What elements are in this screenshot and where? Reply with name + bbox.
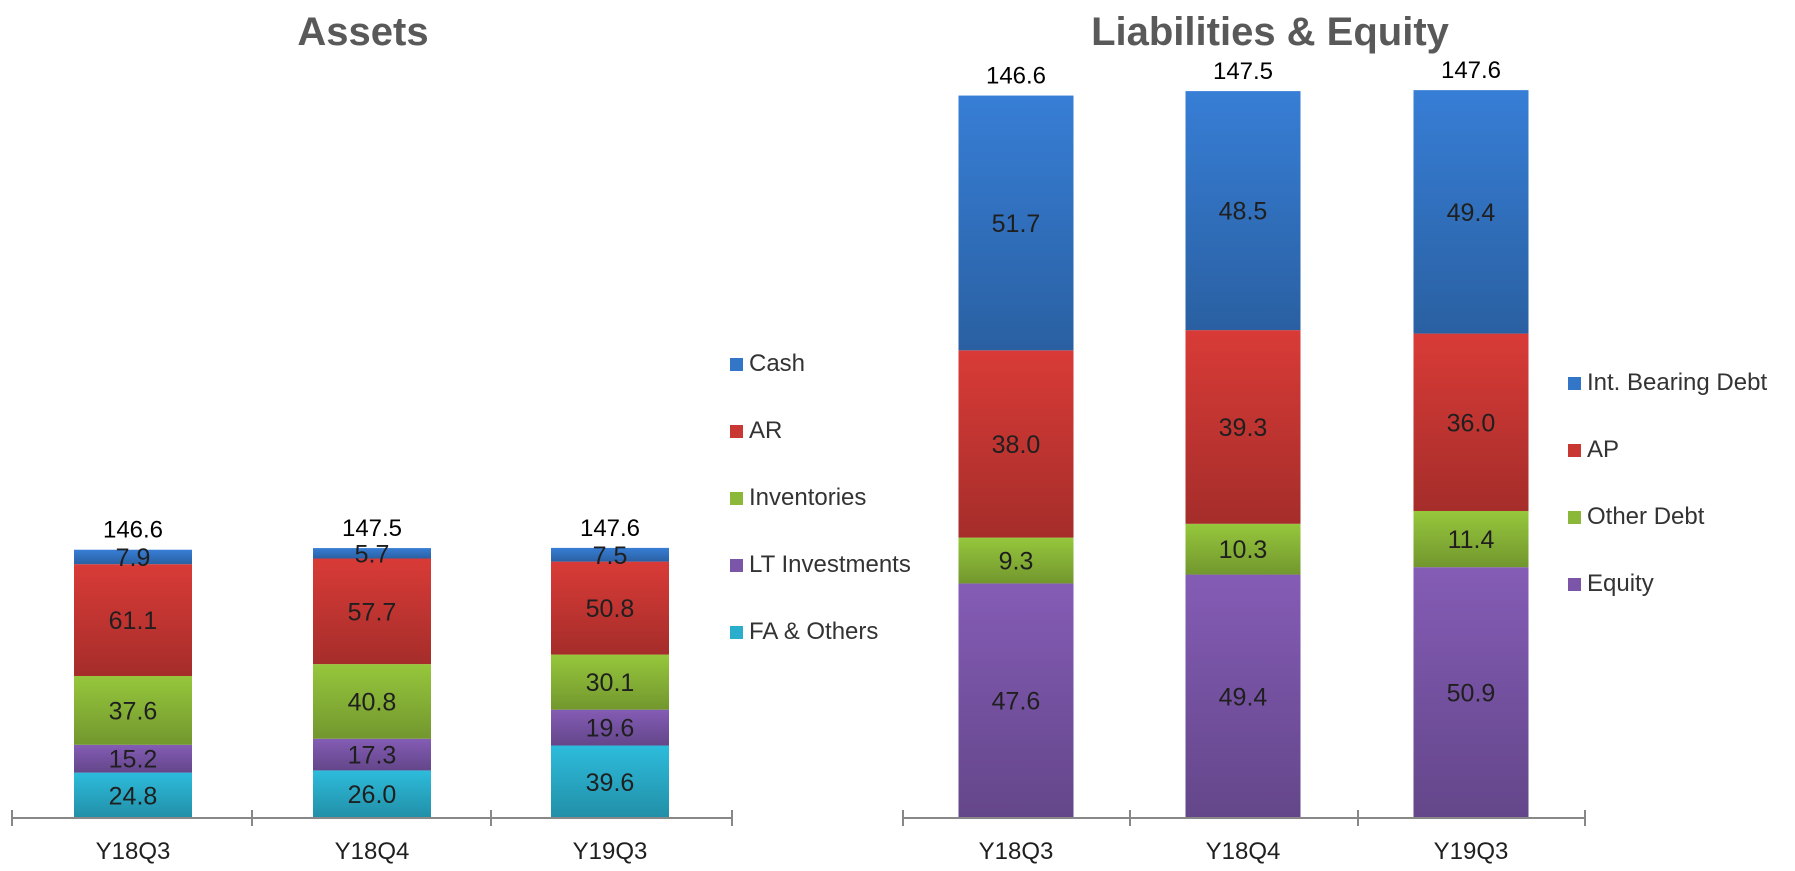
assets-value-label-lt-investments-y18q3: 15.2 <box>109 746 158 774</box>
liabilities-equity-legend-label-other-debt: Other Debt <box>1587 503 1705 530</box>
assets-value-label-inventories-y18q3: 37.6 <box>109 697 158 725</box>
liabilities-equity-value-label-ap-y18q4: 39.3 <box>1219 414 1268 442</box>
assets-total-label-y18q4: 147.5 <box>342 515 402 542</box>
liabilities-equity-bar-equity-y19q3 <box>1413 567 1529 818</box>
liabilities-equity-legend-label-int-bearing-debt: Int. Bearing Debt <box>1587 369 1767 396</box>
liabilities-equity-bar-int-bearing-debt-y18q4 <box>1185 91 1301 331</box>
assets-bar-inventories-y18q4 <box>313 664 431 739</box>
assets-x-tick-label-y18q3: Y18Q3 <box>96 838 171 865</box>
assets-value-label-ar-y18q4: 57.7 <box>348 598 397 626</box>
assets-value-label-inventories-y18q4: 40.8 <box>348 688 397 716</box>
liabilities-equity-bar-other-debt-y18q3 <box>958 537 1074 584</box>
assets-bar-inventories-y18q3 <box>74 675 192 745</box>
assets-bar-lt-investments-y19q3 <box>551 709 669 746</box>
assets-bar-cash-y18q3 <box>74 549 192 565</box>
liabilities-equity-legend-swatch-ap <box>1568 444 1581 457</box>
assets-legend-label-cash: Cash <box>749 350 805 377</box>
assets-bar-ar-y18q4 <box>313 558 431 665</box>
assets-value-label-ar-y18q3: 61.1 <box>109 607 158 635</box>
assets-value-label-cash-y18q3: 7.9 <box>116 544 151 572</box>
assets-value-label-cash-y19q3: 7.5 <box>593 542 628 570</box>
liabilities-equity-bar-int-bearing-debt-y19q3 <box>1413 90 1529 334</box>
liabilities-equity-legend-label-ap: AP <box>1587 436 1619 463</box>
assets-value-label-lt-investments-y18q4: 17.3 <box>348 742 397 770</box>
liabilities-equity-value-label-int-bearing-debt-y18q3: 51.7 <box>992 210 1041 238</box>
liabilities-equity-bar-equity-y18q3 <box>958 583 1074 818</box>
liabilities-equity-value-label-other-debt-y19q3: 11.4 <box>1448 526 1495 554</box>
liabilities-equity-bar-equity-y18q4 <box>1185 574 1301 818</box>
assets-legend-swatch-cash <box>730 358 743 371</box>
liabilities-equity-total-label-y19q3: 147.6 <box>1441 57 1501 84</box>
assets-chart-title: Assets <box>297 10 428 54</box>
liabilities-equity-value-label-ap-y18q3: 38.0 <box>992 431 1041 459</box>
assets-legend: Cash AR Inventories LT Investments FA & Othe… <box>730 350 911 645</box>
liabilities-equity-chart: Liabilities & Equity 47.6 9.3 38.0 51.7 146.… <box>902 10 1767 865</box>
assets-total-label-y19q3: 147.6 <box>580 515 640 542</box>
assets-bar-fa-others-y19q3 <box>551 745 669 818</box>
assets-bar-lt-investments-y18q4 <box>313 738 431 771</box>
liabilities-equity-x-tick-label-y18q3: Y18Q3 <box>979 838 1054 865</box>
assets-legend-swatch-inventories <box>730 492 743 505</box>
liabilities-equity-x-tick-label-y18q4: Y18Q4 <box>1206 838 1281 865</box>
assets-value-label-fa-others-y18q4: 26.0 <box>348 781 397 809</box>
liabilities-equity-legend-swatch-equity <box>1568 578 1581 591</box>
assets-bar-ar-y18q3 <box>74 564 192 676</box>
assets-legend-label-lt-investments: LT Investments <box>749 551 911 578</box>
liabilities-equity-plot-area: 47.6 9.3 38.0 51.7 146.6 Y18Q3 49.4 10.3 39.3 48.… <box>902 57 1586 865</box>
liabilities-equity-bar-ap-y18q3 <box>958 350 1074 538</box>
assets-value-label-inventories-y19q3: 30.1 <box>586 669 635 697</box>
liabilities-equity-x-tick-label-y19q3: Y19Q3 <box>1434 838 1509 865</box>
liabilities-equity-value-label-equity-y18q3: 47.6 <box>992 688 1041 716</box>
assets-bar-fa-others-y18q4 <box>313 770 431 818</box>
assets-legend-label-ar: AR <box>749 417 782 444</box>
liabilities-equity-value-label-other-debt-y18q4: 10.3 <box>1219 536 1268 564</box>
assets-bar-inventories-y19q3 <box>551 654 669 710</box>
assets-value-label-lt-investments-y19q3: 19.6 <box>586 715 635 743</box>
liabilities-equity-bar-other-debt-y19q3 <box>1413 510 1529 568</box>
liabilities-equity-legend-label-equity: Equity <box>1587 570 1654 597</box>
assets-value-label-cash-y18q4: 5.7 <box>355 540 390 568</box>
liabilities-equity-bar-ap-y18q4 <box>1185 330 1301 524</box>
assets-bar-ar-y19q3 <box>551 561 669 655</box>
liabilities-equity-bar-other-debt-y18q4 <box>1185 523 1301 575</box>
assets-bar-fa-others-y18q3 <box>74 772 192 818</box>
liabilities-equity-total-label-y18q4: 147.5 <box>1213 58 1273 85</box>
liabilities-equity-value-label-ap-y19q3: 36.0 <box>1447 409 1496 437</box>
assets-legend-swatch-lt-investments <box>730 559 743 572</box>
assets-x-tick-label-y19q3: Y19Q3 <box>573 838 648 865</box>
assets-value-label-ar-y19q3: 50.8 <box>586 595 635 623</box>
assets-legend-label-inventories: Inventories <box>749 484 866 511</box>
assets-total-label-y18q3: 146.6 <box>103 517 163 544</box>
liabilities-equity-value-label-other-debt-y18q3: 9.3 <box>999 548 1034 576</box>
assets-x-tick-label-y18q4: Y18Q4 <box>335 838 410 865</box>
liabilities-equity-legend: Int. Bearing Debt AP Other Debt Equity <box>1568 369 1767 597</box>
liabilities-equity-value-label-equity-y18q4: 49.4 <box>1219 683 1268 711</box>
liabilities-equity-bar-ap-y19q3 <box>1413 333 1529 511</box>
liabilities-equity-legend-swatch-int-bearing-debt <box>1568 377 1581 390</box>
liabilities-equity-total-label-y18q3: 146.6 <box>986 63 1046 90</box>
assets-legend-swatch-ar <box>730 425 743 438</box>
liabilities-equity-value-label-int-bearing-debt-y19q3: 49.4 <box>1447 199 1496 227</box>
liabilities-equity-value-label-int-bearing-debt-y18q4: 48.5 <box>1219 198 1268 226</box>
assets-bar-cash-y19q3 <box>551 547 669 562</box>
liabilities-equity-value-label-equity-y19q3: 50.9 <box>1447 680 1496 708</box>
assets-legend-swatch-fa-others <box>730 626 743 639</box>
liabilities-equity-legend-swatch-other-debt <box>1568 511 1581 524</box>
liabilities-equity-bar-int-bearing-debt-y18q3 <box>958 95 1074 351</box>
assets-bar-lt-investments-y18q3 <box>74 744 192 773</box>
assets-legend-label-fa-others: FA & Others <box>749 618 878 645</box>
assets-value-label-fa-others-y19q3: 39.6 <box>586 769 635 797</box>
liabilities-equity-chart-title: Liabilities & Equity <box>1091 10 1450 54</box>
assets-bar-cash-y18q4 <box>313 548 431 559</box>
assets-value-label-fa-others-y18q3: 24.8 <box>109 782 158 810</box>
